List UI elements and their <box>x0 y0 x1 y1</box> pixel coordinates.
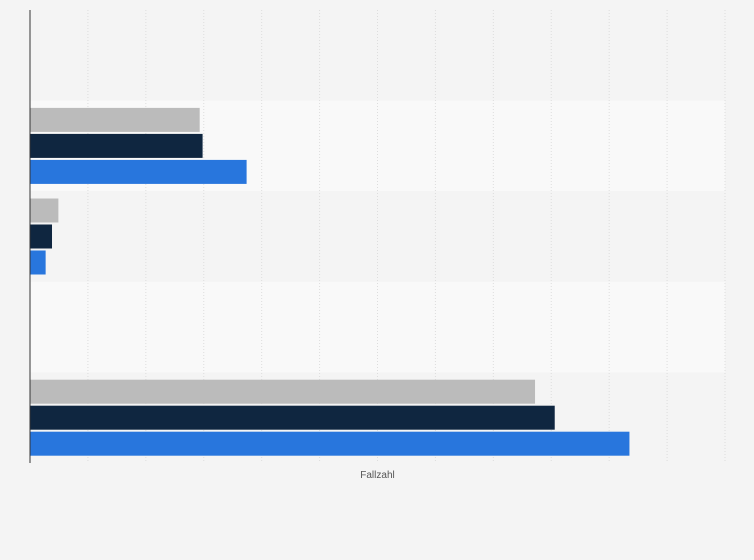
bar[interactable] <box>30 107 200 132</box>
bar[interactable] <box>30 133 203 158</box>
bar[interactable] <box>30 379 536 404</box>
category-band <box>30 191 725 282</box>
bar-series <box>30 107 630 456</box>
bar[interactable] <box>30 250 46 275</box>
bar[interactable] <box>30 198 59 223</box>
bar[interactable] <box>30 431 630 456</box>
bar[interactable] <box>30 159 247 184</box>
bar[interactable] <box>30 405 555 430</box>
category-band <box>30 281 725 373</box>
x-gridlines <box>87 10 726 463</box>
x-axis-label: Fallzahl <box>360 470 394 481</box>
bar[interactable] <box>30 224 53 249</box>
